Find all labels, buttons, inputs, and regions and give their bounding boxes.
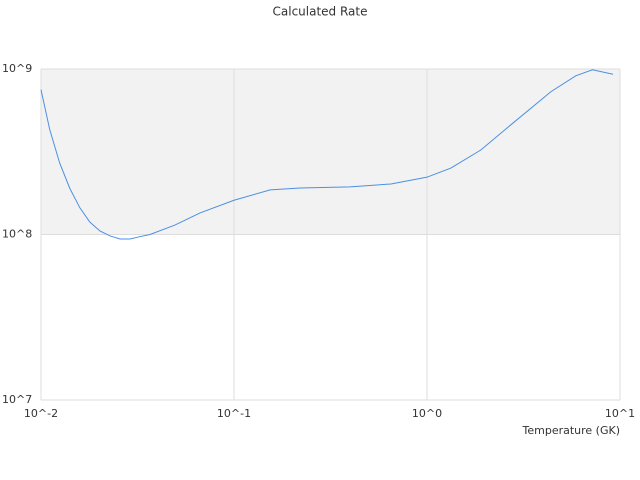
y-tick-label: 10^9 [2, 62, 32, 75]
chart-title: Calculated Rate [273, 5, 368, 19]
y-tick-label: 10^8 [2, 228, 32, 241]
y-tick-label: 10^7 [2, 393, 32, 406]
x-tick-label: 10^-2 [24, 407, 58, 420]
grid-band [41, 69, 620, 235]
x-tick-label: 10^-1 [217, 407, 251, 420]
x-tick-label: 10^1 [605, 407, 635, 420]
x-tick-label: 10^0 [412, 407, 442, 420]
x-axis-label: Temperature (GK) [522, 424, 621, 437]
line [40, 69, 614, 240]
